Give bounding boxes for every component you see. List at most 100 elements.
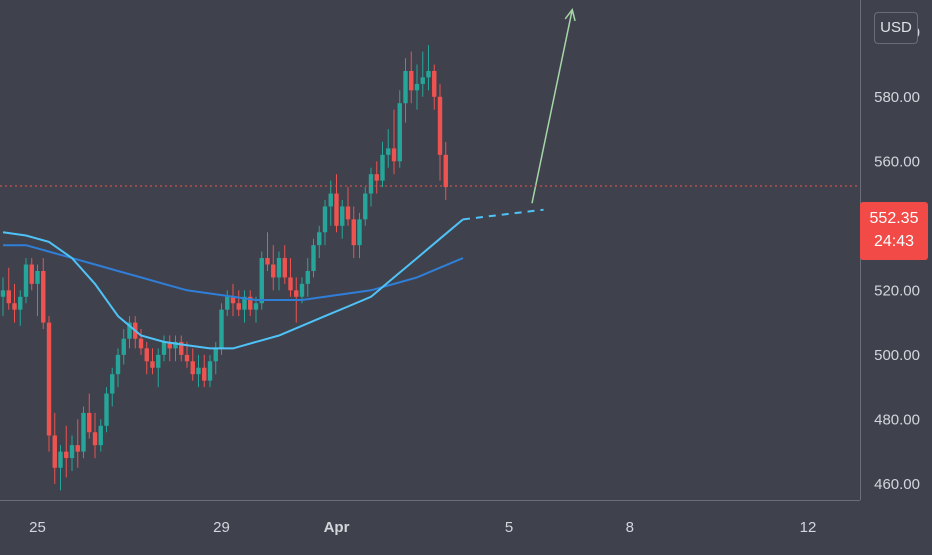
candle-body <box>46 322 52 436</box>
candle-body <box>12 303 17 310</box>
candle-body <box>322 206 328 233</box>
candle <box>414 64 420 110</box>
moving-average-line-1 <box>3 244 464 301</box>
candle-body <box>443 154 448 188</box>
candle <box>173 335 178 362</box>
candle-body <box>259 258 264 304</box>
candle-body <box>328 193 333 207</box>
price-tick-label: 580.00 <box>874 89 920 106</box>
candle-body <box>311 245 316 271</box>
candle-body <box>414 83 420 91</box>
candle <box>345 187 351 226</box>
candle <box>92 412 98 459</box>
annotation-layer <box>531 7 576 204</box>
candle <box>276 251 282 291</box>
candle <box>271 245 276 291</box>
candle-body <box>75 445 80 452</box>
time-axis: 25 29 Apr 5 8 12 <box>29 519 816 536</box>
candle-body <box>368 174 374 194</box>
candle <box>334 174 339 233</box>
candle <box>12 283 17 323</box>
candle <box>305 258 310 297</box>
candle-body <box>351 219 356 246</box>
candle <box>225 290 230 317</box>
candle-body <box>69 445 75 459</box>
moving-average-layer <box>2 208 544 350</box>
candle-body <box>6 290 11 304</box>
candle <box>179 335 184 362</box>
candle <box>46 316 52 452</box>
candle <box>52 412 57 484</box>
candle-body <box>0 290 6 297</box>
candle <box>351 206 356 259</box>
candle <box>357 212 362 259</box>
candle-body <box>184 354 190 362</box>
price-tick-label: 460.00 <box>874 476 920 493</box>
trend-arrow-head-icon <box>564 7 576 22</box>
candle <box>150 348 155 375</box>
candle <box>368 167 374 207</box>
candle-body <box>196 367 201 375</box>
candle-body <box>18 296 23 310</box>
candle-body <box>334 193 339 226</box>
candle <box>288 258 293 297</box>
time-tick-label: 8 <box>626 519 634 536</box>
candle-body <box>288 277 293 291</box>
candle-body <box>161 341 167 355</box>
candle <box>121 329 126 365</box>
candle <box>311 238 316 278</box>
time-tick-label: 5 <box>505 519 513 536</box>
candle-body <box>253 303 259 310</box>
price-tick-label: 560.00 <box>874 153 920 170</box>
candle-body <box>213 348 218 362</box>
candle <box>110 367 115 407</box>
candle-body <box>127 322 132 339</box>
candle-body <box>409 70 414 91</box>
candle <box>317 225 322 259</box>
candle-body <box>219 309 224 349</box>
candle-body <box>236 303 241 310</box>
candle <box>6 267 11 310</box>
time-tick-label: 29 <box>213 519 230 536</box>
candle-body <box>207 361 213 381</box>
candle <box>98 419 103 452</box>
candle-body <box>276 258 282 278</box>
candle <box>167 335 172 362</box>
candle <box>127 316 132 349</box>
candle-body <box>150 361 155 368</box>
candle <box>29 258 34 291</box>
candle-body <box>386 148 391 155</box>
candle-body <box>391 148 397 162</box>
moving-average-line-2 <box>2 218 464 350</box>
candle <box>184 341 190 368</box>
candle <box>403 58 408 123</box>
candle <box>386 129 391 168</box>
candle <box>35 264 40 317</box>
candle-body <box>271 264 276 278</box>
candle <box>190 348 195 381</box>
candle <box>374 161 379 194</box>
candle <box>75 419 80 468</box>
candle <box>299 277 305 304</box>
candle <box>265 232 270 271</box>
candle-body <box>432 70 437 97</box>
price-tick-label: 520.00 <box>874 282 920 299</box>
candle-body <box>190 361 195 375</box>
bar-countdown: 24:43 <box>873 233 915 250</box>
candle <box>81 406 86 459</box>
candle-body <box>374 174 379 181</box>
candle-body <box>58 451 63 468</box>
candle <box>104 387 109 433</box>
candle <box>115 348 121 388</box>
candle-body <box>35 270 40 284</box>
candle-body <box>357 219 362 246</box>
candle <box>322 200 328 246</box>
candle <box>219 303 224 355</box>
candle-body <box>248 296 253 310</box>
candle-body <box>426 70 431 78</box>
currency-button[interactable]: USD <box>874 12 918 44</box>
candle <box>432 64 437 110</box>
candle <box>213 341 218 375</box>
